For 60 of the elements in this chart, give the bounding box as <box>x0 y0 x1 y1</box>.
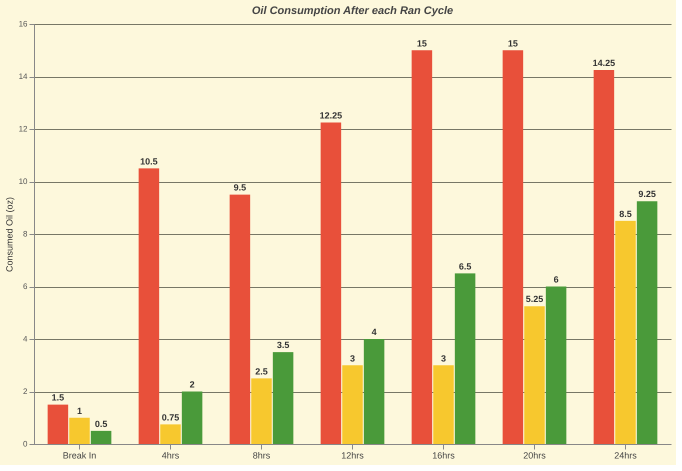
y-tick-label: 8 <box>23 230 28 238</box>
data-label: 15 <box>508 38 518 48</box>
data-label: 14.25 <box>592 58 616 68</box>
bar <box>138 168 160 444</box>
y-tick-label: 2 <box>23 387 28 396</box>
bar <box>69 418 90 444</box>
data-label: 12.25 <box>320 110 342 120</box>
data-label: 9.5 <box>234 182 246 193</box>
y-tick-label: 12 <box>18 124 28 134</box>
data-label: 4 <box>372 327 377 337</box>
bar <box>182 392 202 444</box>
y-tick-label: 6 <box>23 282 28 291</box>
data-label: 1 <box>76 406 82 416</box>
y-tick-label: 10 <box>18 177 28 186</box>
bar <box>320 122 342 444</box>
bar <box>412 50 432 444</box>
y-tick-label: 14 <box>18 72 28 81</box>
bar <box>342 365 363 444</box>
y-tick-label: 4 <box>23 334 28 344</box>
x-tick-label: 4hrs <box>162 450 180 460</box>
chart-title: Oil Consumption After each Ran Cycle <box>252 5 454 17</box>
bar <box>160 424 181 444</box>
bar <box>272 352 294 444</box>
data-label: 3.5 <box>276 340 290 350</box>
y-tick-label: 16 <box>18 20 28 28</box>
bar <box>230 194 250 444</box>
data-label: 5.25 <box>526 294 544 304</box>
bar <box>90 430 112 444</box>
data-label: 6 <box>554 274 559 284</box>
y-axis-title: Consumed Oil (oz) <box>4 196 15 272</box>
data-label: 3 <box>350 353 356 364</box>
data-label: 6.5 <box>458 261 472 272</box>
x-tick-label: 16hrs <box>432 450 456 460</box>
x-tick-label: 12hrs <box>341 450 364 460</box>
bar <box>502 50 524 444</box>
data-label: 8.5 <box>619 208 632 219</box>
bar <box>615 220 636 444</box>
data-label: 3 <box>440 353 446 364</box>
data-label: 1.5 <box>52 392 64 403</box>
bar <box>48 404 68 444</box>
bar <box>364 339 384 444</box>
bar <box>546 286 566 444</box>
x-tick-label: Break In <box>62 450 96 460</box>
data-label: 9.25 <box>638 189 656 200</box>
bar <box>524 306 545 444</box>
bar <box>636 201 658 444</box>
data-label: 15 <box>416 38 427 48</box>
data-label: 10.5 <box>140 156 158 166</box>
x-tick-label: 24hrs <box>614 450 638 460</box>
x-tick-label: 8hrs <box>252 450 271 460</box>
bar <box>433 365 454 444</box>
data-label: 2.5 <box>255 366 268 376</box>
x-tick-label: 20hrs <box>523 450 546 460</box>
bar <box>594 70 614 444</box>
data-label: 0.5 <box>94 418 108 429</box>
bar <box>454 273 476 444</box>
bar <box>251 378 272 444</box>
data-label: 2 <box>190 380 195 390</box>
data-label: 0.75 <box>162 412 180 422</box>
y-tick-label: 0 <box>23 440 28 448</box>
